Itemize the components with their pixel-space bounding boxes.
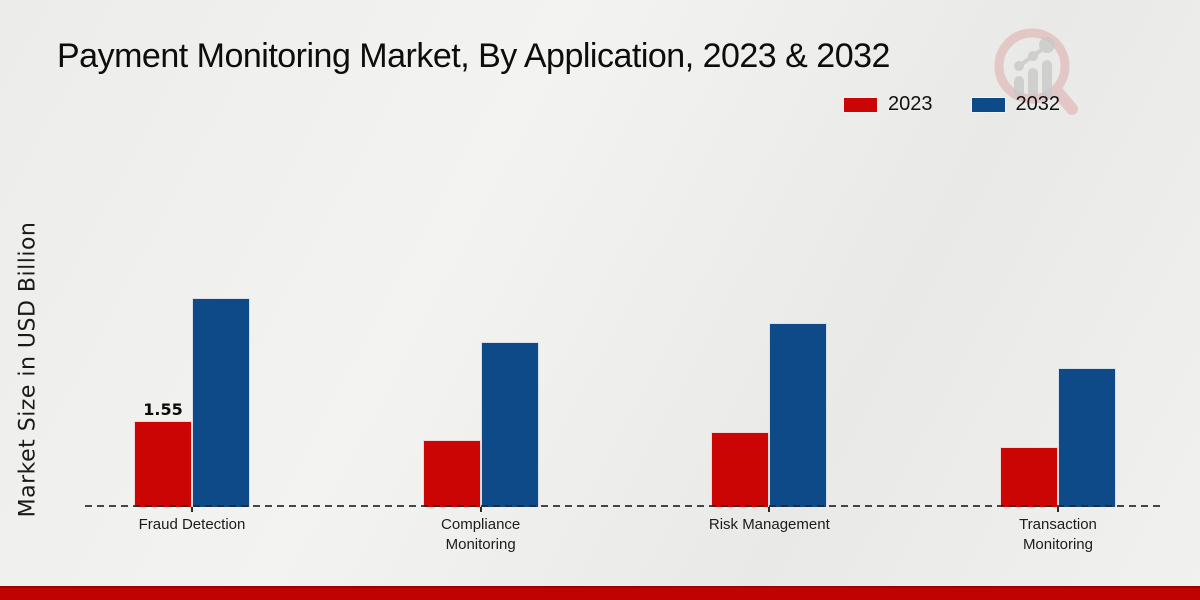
- legend-label-2032: 2032: [1015, 93, 1061, 115]
- bar-2032: [1057, 367, 1116, 507]
- bar-2023: 1.55: [134, 400, 192, 507]
- bottom-accent-bar: [0, 586, 1200, 600]
- bar-2023: [422, 439, 481, 507]
- legend-swatch-2032: [970, 96, 1006, 113]
- category-tick: [479, 507, 482, 512]
- plot-groups: 1.55 Fraud Detection Compliance Monitoring…: [85, 0, 1163, 553]
- bar-group: 1.55 Fraud Detection: [134, 297, 250, 533]
- y-axis-label: Market Size in USD Billion: [15, 221, 41, 518]
- category-label: Risk Management: [708, 516, 830, 533]
- magnifier-bar-chart-logo-icon: [982, 20, 1082, 125]
- chart-legend: 2023 2032: [843, 93, 1060, 116]
- category-label: Fraud Detection: [138, 516, 246, 533]
- category-label: Compliance Monitoring: [441, 516, 521, 554]
- category-tick: [1056, 507, 1059, 512]
- category-tick: [768, 507, 771, 512]
- bar-group: Transaction Monitoring: [999, 367, 1116, 553]
- bar-2023: [711, 432, 770, 507]
- bar-2023: [999, 447, 1058, 507]
- legend-item-2023: 2023: [843, 93, 933, 116]
- bar-2032: [192, 297, 250, 507]
- legend-swatch-2023: [843, 96, 878, 113]
- bar-value-label: 1.55: [143, 400, 183, 419]
- x-axis-baseline: [85, 505, 1163, 507]
- plot-area: 1.55 Fraud Detection Compliance Monitoring…: [85, 0, 1163, 553]
- chart-title: Payment Monitoring Market, By Applicatio…: [57, 37, 890, 75]
- category-label: Transaction Monitoring: [1019, 516, 1097, 554]
- category-tick: [191, 507, 193, 512]
- legend-item-2032: 2032: [970, 93, 1061, 116]
- bar-2032: [769, 322, 828, 507]
- bar-2032: [480, 342, 539, 507]
- bar-group: Compliance Monitoring: [422, 342, 539, 553]
- bar-group: Risk Management: [709, 322, 830, 533]
- legend-label-2023: 2023: [888, 93, 933, 115]
